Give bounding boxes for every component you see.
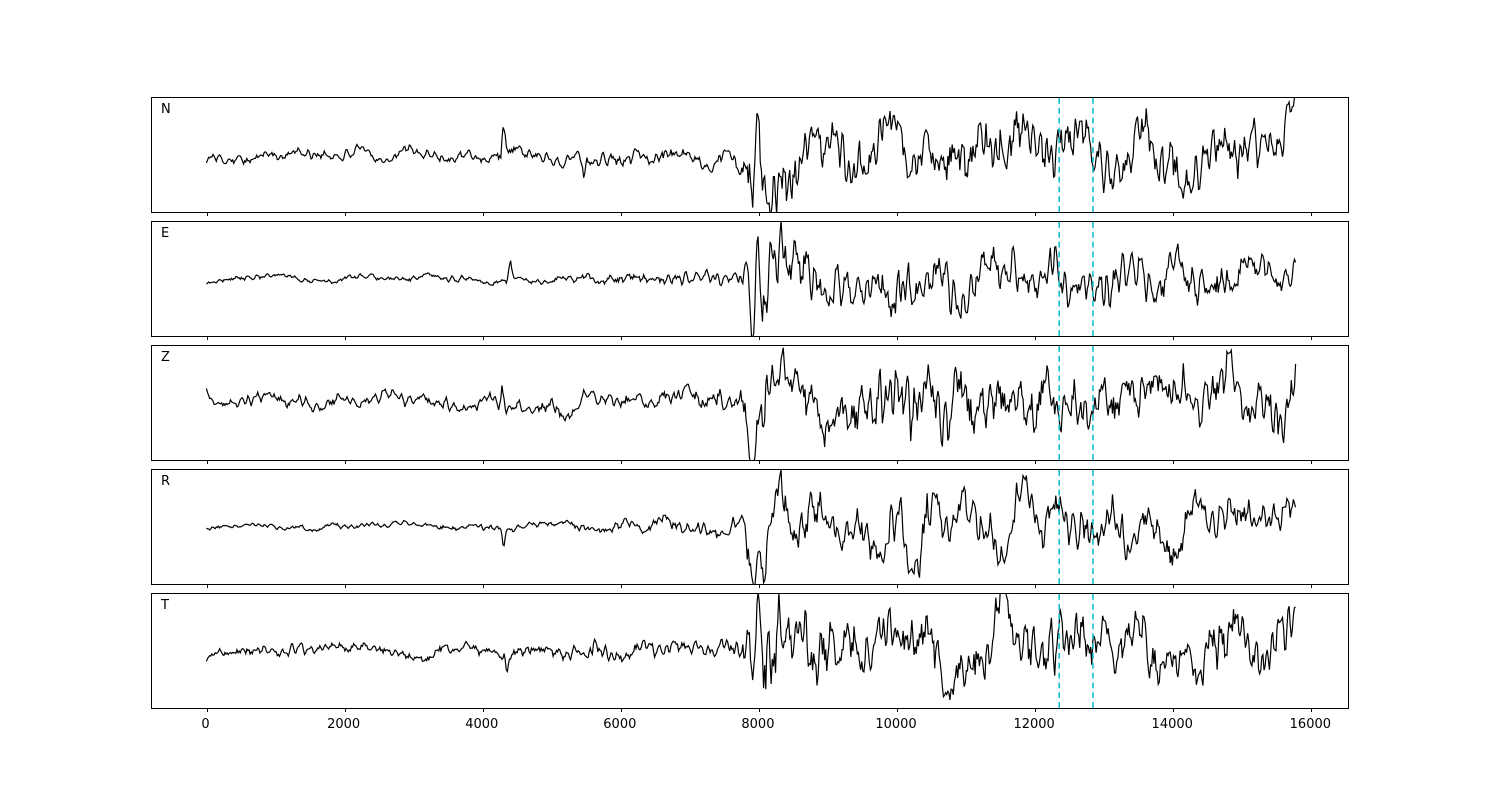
x-tick-mark (758, 584, 760, 588)
trace-label-e: E (161, 226, 170, 241)
x-tick-mark (344, 460, 346, 464)
x-tick-mark (1311, 460, 1313, 464)
trace-label-r: R (161, 474, 171, 489)
trace-label-z: Z (161, 350, 170, 365)
x-tick-mark (620, 336, 622, 340)
x-tick-mark (482, 212, 484, 216)
x-tick-mark (1173, 708, 1175, 712)
x-tick-mark (206, 708, 208, 712)
seismic-trace (205, 594, 1296, 701)
seismic-trace (206, 470, 1297, 584)
x-tick-mark (1035, 584, 1037, 588)
x-tick-label: 16000 (1289, 717, 1332, 732)
x-tick-mark (1173, 212, 1175, 216)
x-tick-mark (1173, 584, 1175, 588)
waveform-plot-e (206, 222, 1297, 336)
waveform-panel-r: R (151, 469, 1349, 588)
x-tick-mark (482, 584, 484, 588)
waveform-plot-n (205, 98, 1296, 212)
x-tick-mark (1035, 460, 1037, 464)
x-tick-mark (620, 212, 622, 216)
x-tick-mark (1035, 708, 1037, 712)
x-tick-mark (482, 460, 484, 464)
x-tick-mark (1311, 708, 1313, 712)
x-tick-mark (482, 708, 484, 712)
x-axis: 0 2000 4000 6000 8000 10000 12000 14000 16000 (151, 717, 1349, 737)
x-tick-mark (1035, 212, 1037, 216)
waveform-plot-r (206, 470, 1297, 584)
x-tick-mark (482, 336, 484, 340)
x-tick-mark (1311, 584, 1313, 588)
x-tick-mark (897, 336, 899, 340)
x-tick-label: 0 (201, 717, 210, 732)
x-tick-mark (206, 460, 208, 464)
waveform-panel-t: T (151, 593, 1349, 712)
x-tick-mark (344, 584, 346, 588)
x-tick-mark (1173, 460, 1175, 464)
x-tick-mark (758, 212, 760, 216)
x-tick-mark (206, 336, 208, 340)
x-tick-mark (620, 584, 622, 588)
trace-label-n: N (161, 102, 171, 117)
x-tick-mark (758, 336, 760, 340)
x-tick-mark (897, 212, 899, 216)
x-tick-label: 10000 (875, 717, 917, 732)
x-tick-mark (206, 212, 208, 216)
x-tick-mark (206, 584, 208, 588)
x-tick-mark (1035, 336, 1037, 340)
x-tick-label: 12000 (1013, 717, 1055, 732)
x-tick-mark (758, 708, 760, 712)
trace-label-t: T (161, 598, 169, 613)
waveform-plot-t (205, 594, 1296, 708)
x-tick-mark (897, 708, 899, 712)
x-tick-label: 14000 (1151, 717, 1193, 732)
x-tick-mark (620, 708, 622, 712)
x-tick-mark (344, 212, 346, 216)
x-tick-label: 6000 (603, 717, 637, 732)
seismic-trace (205, 347, 1297, 460)
x-tick-mark (758, 460, 760, 464)
x-tick-mark (1311, 212, 1313, 216)
x-tick-label: 8000 (741, 717, 775, 732)
x-tick-mark (344, 708, 346, 712)
waveform-panel-e: E (151, 221, 1349, 340)
x-tick-mark (897, 460, 899, 464)
x-tick-label: 2000 (327, 717, 361, 732)
waveform-panel-n: N (151, 97, 1349, 216)
x-tick-mark (620, 460, 622, 464)
waveform-panel-z: Z (151, 345, 1349, 464)
x-tick-mark (1311, 336, 1313, 340)
waveform-plot-z (205, 346, 1297, 460)
x-tick-mark (1173, 336, 1175, 340)
x-tick-mark (344, 336, 346, 340)
x-tick-mark (897, 584, 899, 588)
seismic-trace (206, 222, 1297, 336)
x-tick-label: 4000 (465, 717, 499, 732)
seismic-trace (205, 98, 1296, 212)
